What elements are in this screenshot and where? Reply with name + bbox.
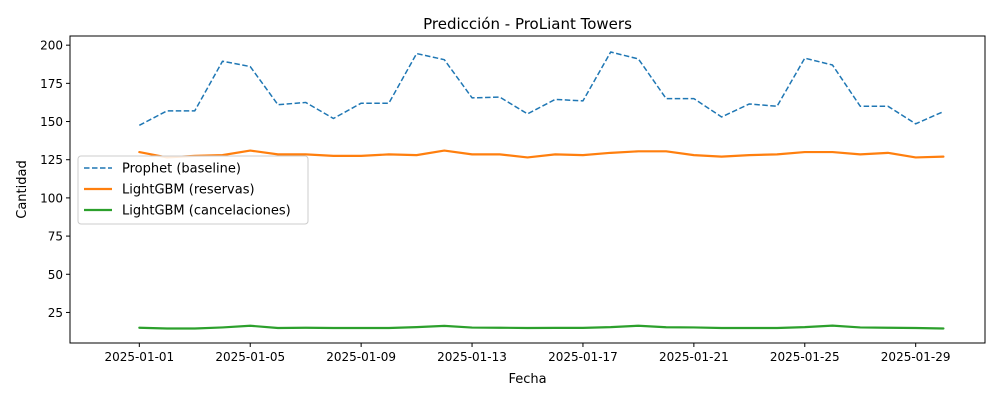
y-tick-label: 125 xyxy=(40,153,63,167)
y-tick-label: 150 xyxy=(40,115,63,129)
legend-label-1: Prophet (baseline) xyxy=(122,162,241,177)
x-tick-label: 2025-01-29 xyxy=(881,350,951,364)
x-tick-label: 2025-01-09 xyxy=(326,350,396,364)
legend-label-2: LightGBM (reservas) xyxy=(122,183,255,198)
x-axis-label: Fecha xyxy=(508,372,546,387)
series-line-3 xyxy=(138,324,945,330)
legend: Prophet (baseline) LightGBM (reservas) Lig… xyxy=(77,155,309,225)
y-tick-label: 175 xyxy=(40,77,63,91)
y-tick-label: 200 xyxy=(40,39,63,53)
y-tick-label: 25 xyxy=(48,306,63,320)
legend-label-3: LightGBM (cancelaciones) xyxy=(122,204,291,219)
y-tick-label: 50 xyxy=(48,268,63,282)
chart-title: Predicción - ProLiant Towers xyxy=(423,15,632,33)
series-line-2 xyxy=(138,149,945,159)
x-tick-label: 2025-01-13 xyxy=(437,350,507,364)
x-tick-label: 2025-01-25 xyxy=(770,350,840,364)
x-axis: 2025-01-01 2025-01-05 2025-01-09 2025-01-13… xyxy=(104,343,951,364)
y-axis-label: Cantidad xyxy=(15,160,30,218)
y-tick-label: 100 xyxy=(40,191,63,205)
x-tick-label: 2025-01-05 xyxy=(215,350,285,364)
plot-frame xyxy=(69,35,986,344)
y-tick-label: 75 xyxy=(48,230,63,244)
x-tick-label: 2025-01-17 xyxy=(548,350,618,364)
x-tick-label: 2025-01-01 xyxy=(104,350,174,364)
plot-lines xyxy=(138,51,945,330)
x-tick-label: 2025-01-21 xyxy=(659,350,729,364)
y-axis: 25 50 75 100 125 150 175 200 xyxy=(40,39,70,320)
legend-box xyxy=(77,155,309,225)
series-line-1 xyxy=(138,51,944,127)
